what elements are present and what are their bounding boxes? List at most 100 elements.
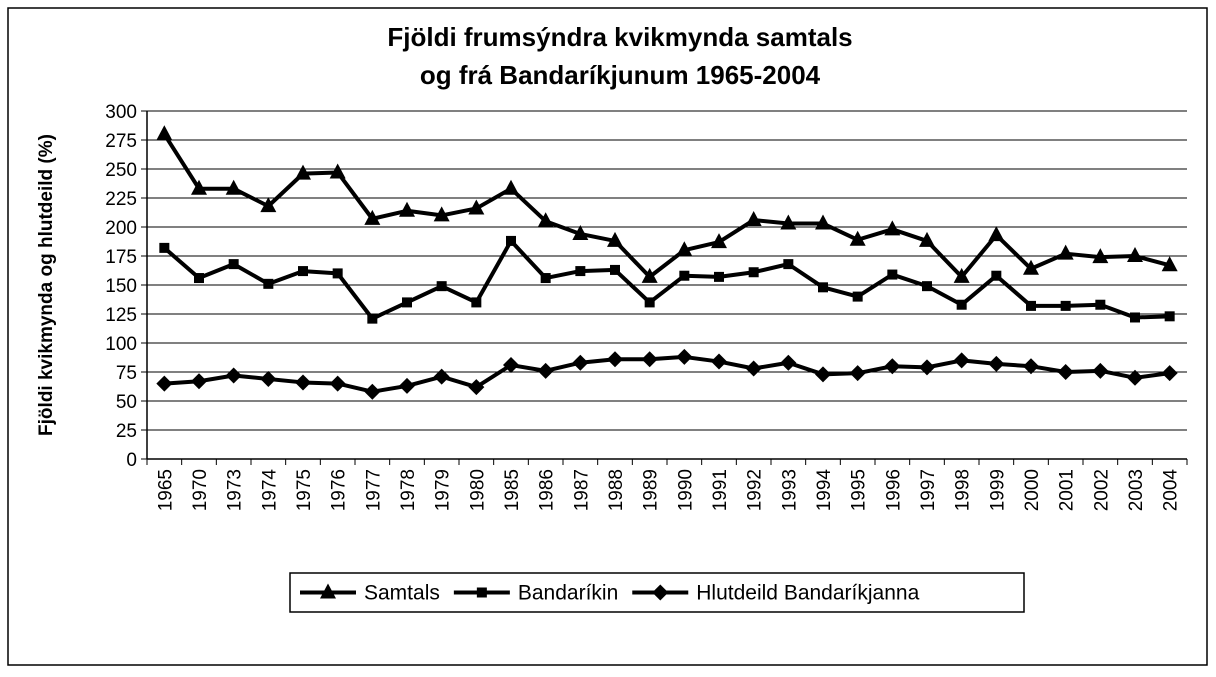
marker-triangle (849, 230, 866, 246)
marker-square (332, 268, 343, 279)
marker-diamond (329, 375, 346, 392)
y-tick-label: 25 (116, 421, 137, 442)
marker-triangle (433, 206, 450, 222)
marker-triangle (503, 179, 519, 195)
marker-square (1026, 300, 1036, 311)
chart-border (7, 7, 1208, 666)
marker-triangle (919, 231, 935, 247)
marker-diamond (884, 358, 901, 375)
marker-square (922, 281, 932, 292)
x-tick-label: 1976 (329, 469, 350, 511)
x-tick-label: 2002 (1091, 469, 1112, 511)
y-axis-label: Fjöldi kvikmynda og hlutdeild (%) (36, 134, 57, 436)
x-tick-label: 1990 (675, 469, 696, 511)
marker-triangle (537, 212, 554, 228)
marker-triangle (988, 226, 1005, 242)
x-tick-label: 1979 (433, 469, 454, 511)
marker-diamond (191, 373, 207, 390)
marker-diamond (503, 357, 519, 374)
marker-diamond (607, 351, 623, 368)
marker-square (228, 259, 239, 270)
marker-diamond (1092, 362, 1109, 379)
marker-diamond (260, 370, 277, 387)
marker-diamond (1161, 365, 1178, 382)
marker-square (956, 299, 967, 310)
marker-triangle (641, 267, 658, 283)
marker-square (263, 278, 274, 289)
x-tick-label: 1993 (779, 469, 800, 511)
marker-diamond (399, 377, 415, 394)
x-tick-label: 1994 (814, 469, 835, 512)
x-tick-label: 1999 (987, 469, 1008, 511)
marker-diamond (849, 365, 866, 382)
marker-diamond (652, 584, 669, 601)
marker-diamond (641, 351, 658, 368)
x-tick-label: 1985 (502, 469, 523, 511)
marker-diamond (572, 354, 589, 371)
y-tick-label: 50 (116, 392, 137, 413)
marker-triangle (1161, 256, 1178, 272)
marker-triangle (953, 267, 970, 283)
x-tick-label: 2000 (1022, 469, 1043, 511)
x-tick-label: 2001 (1057, 469, 1078, 511)
x-tick-label: 1989 (641, 469, 662, 511)
marker-diamond (676, 348, 693, 365)
y-tick-label: 175 (105, 247, 137, 268)
x-tick-label: 1991 (710, 469, 731, 511)
marker-square (194, 273, 204, 284)
marker-square (991, 270, 1002, 281)
legend-label: Samtals (364, 582, 440, 605)
marker-triangle (260, 197, 277, 213)
x-tick-label: 2004 (1161, 469, 1182, 512)
y-tick-label: 150 (105, 276, 137, 297)
marker-diamond (780, 354, 797, 371)
marker-diamond (156, 375, 173, 392)
chart-title: Fjöldi frumsýndra kvikmynda samtals (387, 22, 852, 52)
marker-triangle (607, 231, 623, 247)
marker-triangle (1057, 244, 1074, 260)
marker-diamond (988, 355, 1005, 372)
marker-diamond (468, 379, 485, 396)
y-tick-label: 75 (116, 363, 137, 384)
x-tick-label: 1965 (155, 469, 176, 511)
y-tick-label: 275 (105, 131, 137, 152)
legend-label: Hlutdeild Bandaríkjanna (696, 582, 919, 605)
marker-square (1060, 300, 1071, 311)
marker-square (783, 259, 794, 270)
marker-square (714, 271, 724, 282)
marker-triangle (156, 125, 173, 141)
x-tick-label: 1986 (537, 469, 558, 511)
marker-diamond (364, 383, 381, 400)
marker-diamond (745, 360, 762, 377)
marker-diamond (711, 353, 727, 370)
x-tick-label: 1980 (467, 469, 488, 511)
marker-triangle (780, 214, 797, 230)
x-tick-label: 1996 (883, 469, 904, 511)
marker-square (818, 282, 828, 293)
marker-square (748, 267, 759, 278)
marker-diamond (1057, 364, 1074, 380)
marker-triangle (1023, 259, 1039, 275)
x-tick-label: 1997 (918, 469, 939, 511)
marker-square (159, 242, 170, 253)
x-tick-label: 1970 (190, 469, 211, 511)
marker-triangle (676, 241, 693, 257)
marker-square (367, 313, 378, 324)
x-tick-label: 1975 (294, 469, 315, 511)
x-tick-label: 1992 (745, 469, 766, 511)
legend-label: Bandaríkin (518, 582, 618, 605)
marker-triangle (1127, 247, 1143, 262)
marker-triangle (815, 214, 831, 230)
y-tick-label: 0 (126, 450, 137, 471)
marker-square (540, 273, 551, 284)
marker-diamond (1023, 358, 1039, 375)
marker-square (1164, 311, 1175, 322)
marker-square (1130, 312, 1140, 323)
y-tick-label: 225 (105, 189, 137, 210)
x-tick-label: 1978 (398, 469, 419, 511)
x-tick-label: 2003 (1126, 469, 1147, 511)
chart-title: og frá Bandaríkjunum 1965-2004 (420, 60, 821, 90)
marker-diamond (1127, 369, 1143, 386)
marker-square (575, 266, 586, 277)
y-tick-label: 125 (105, 305, 137, 326)
